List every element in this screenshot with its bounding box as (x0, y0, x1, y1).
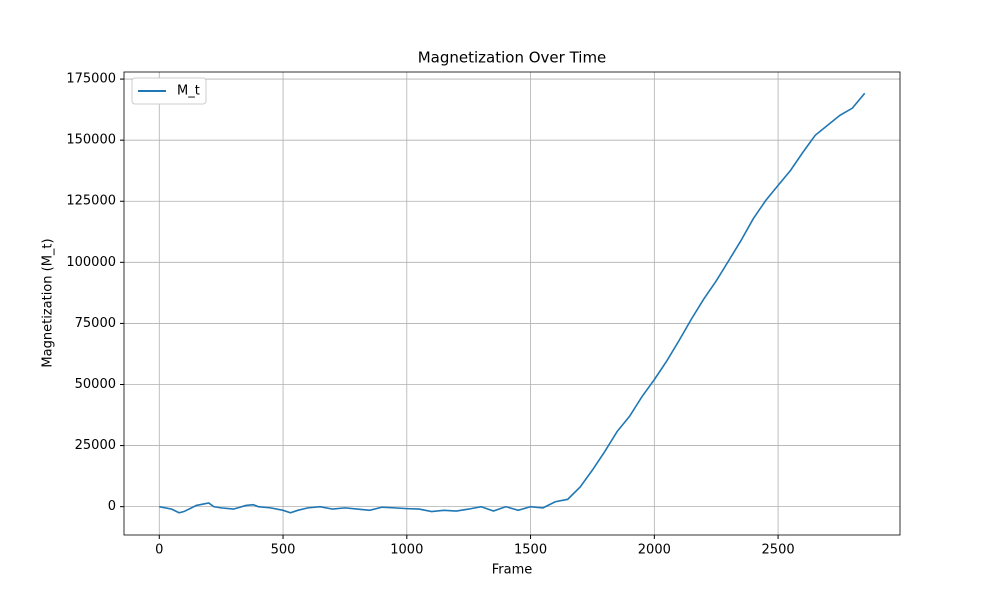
y-tick-label: 75000 (75, 316, 116, 331)
x-tick-label: 2000 (638, 543, 671, 558)
legend-box (131, 77, 207, 105)
y-tick-label: 175000 (66, 72, 116, 87)
plot-frame (123, 71, 901, 536)
y-tick-label: 150000 (66, 133, 116, 148)
y-tick-label: 50000 (75, 377, 116, 392)
x-tick-label: 500 (271, 543, 296, 558)
x-tick-label: 1000 (390, 543, 423, 558)
y-tick-label: 125000 (66, 194, 116, 209)
y-tick-label: 100000 (66, 255, 116, 270)
y-tick-label: 0 (108, 499, 116, 514)
legend-label: M_t (177, 84, 200, 99)
line-series (159, 92, 866, 514)
x-tick-label: 2500 (762, 543, 795, 558)
y-axis-label: Magnetization (M_t) (41, 238, 56, 367)
x-axis-label: Frame (492, 563, 533, 578)
chart-title: Magnetization Over Time (418, 49, 607, 67)
x-tick-label: 0 (155, 543, 163, 558)
y-tick-label: 25000 (75, 438, 116, 453)
x-tick-label: 1500 (514, 543, 547, 558)
